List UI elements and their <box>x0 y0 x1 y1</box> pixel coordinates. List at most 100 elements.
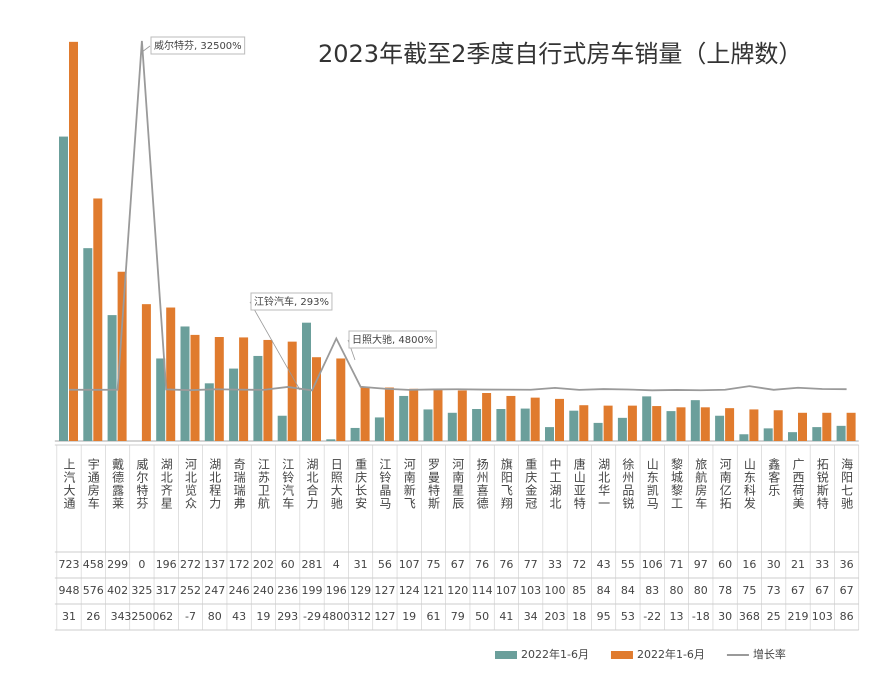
bar <box>253 355 263 441</box>
table-value: 86 <box>840 610 854 623</box>
bar <box>93 198 103 441</box>
table-value: 19 <box>256 610 270 623</box>
table-value: 50 <box>475 610 489 623</box>
table-value: 137 <box>204 558 225 571</box>
category-label: 湖北程力 <box>208 457 222 510</box>
table-value: 21 <box>791 558 805 571</box>
table-value: 247 <box>204 584 225 597</box>
annotation-leader <box>141 45 151 53</box>
bar <box>374 417 384 441</box>
table-value: -29 <box>303 610 321 623</box>
category-label: 湖北合力 <box>305 457 319 510</box>
table-value: 576 <box>83 584 104 597</box>
table-value: 246 <box>229 584 250 597</box>
category-label: 旗阳飞翔 <box>499 457 513 510</box>
annotation-box <box>348 330 437 349</box>
table-value: 368 <box>739 610 760 623</box>
table-value: 77 <box>524 558 538 571</box>
table-value: 13 <box>670 610 684 623</box>
table-value: 240 <box>253 584 274 597</box>
annotation: 江铃汽车, 293% <box>254 295 329 308</box>
category-label: 鑫客乐 <box>767 457 781 497</box>
table-value: 252 <box>180 584 201 597</box>
table-value: 60 <box>718 558 732 571</box>
bar <box>676 407 686 441</box>
table-value: 72 <box>572 558 586 571</box>
bar <box>763 428 773 441</box>
category-label: 徐州品锐 <box>621 457 635 510</box>
bar <box>263 339 273 441</box>
bar <box>579 405 589 441</box>
category-label: 上汽大通 <box>62 458 76 510</box>
bar <box>180 326 190 441</box>
table-value: 34 <box>111 610 125 623</box>
table-value: 18 <box>572 610 586 623</box>
table-value: -22 <box>643 610 661 623</box>
bar <box>530 397 540 441</box>
bar <box>812 427 822 441</box>
bar <box>360 386 370 441</box>
bar <box>277 415 287 441</box>
bar <box>190 334 200 441</box>
table-value: 97 <box>694 558 708 571</box>
bar <box>739 434 749 441</box>
category-label: 戴德露莱 <box>111 457 125 510</box>
table-value: 103 <box>520 584 541 597</box>
table-value: 172 <box>229 558 250 571</box>
annotation: 日照大驰, 4800% <box>352 333 433 346</box>
bar <box>627 405 637 441</box>
table-value: 25 <box>767 610 781 623</box>
table-value: 124 <box>399 584 420 597</box>
table-value: 31 <box>62 610 76 623</box>
legend-swatch <box>495 651 517 659</box>
bar <box>326 439 336 441</box>
bar <box>117 271 127 441</box>
bar <box>690 400 700 441</box>
table-value: 43 <box>232 610 246 623</box>
table-value: 34 <box>524 610 538 623</box>
table-value: 129 <box>350 584 371 597</box>
bar <box>773 410 783 441</box>
table-value: 55 <box>621 558 635 571</box>
table-value: 202 <box>253 558 274 571</box>
category-label: 唐山亚特 <box>572 457 586 510</box>
bar <box>798 412 807 441</box>
bar <box>409 388 419 441</box>
table-value: 317 <box>156 584 177 597</box>
chart-title: 2023年截至2季度自行式房车销量（上牌数） <box>318 40 802 68</box>
bar <box>788 432 797 441</box>
table-value: 4 <box>333 558 340 571</box>
table-value: 75 <box>427 558 441 571</box>
legend-label: 2022年1-6月 <box>637 647 705 661</box>
bar <box>107 315 117 441</box>
bar <box>822 412 832 441</box>
legend-label: 增长率 <box>753 647 786 661</box>
table-value: 236 <box>277 584 298 597</box>
annotation-box <box>150 36 246 55</box>
table-value: 32500 <box>124 610 159 623</box>
growth-line <box>68 40 847 392</box>
annotation-box <box>250 292 333 311</box>
bar <box>69 41 78 442</box>
table-value: 84 <box>621 584 635 597</box>
category-label: 重庆金冠 <box>524 458 538 510</box>
table-value: 85 <box>572 584 586 597</box>
table-value: 325 <box>131 584 152 597</box>
bar <box>302 322 311 441</box>
table-value: 75 <box>742 584 756 597</box>
bar <box>642 396 652 441</box>
table-value: 67 <box>815 584 829 597</box>
table-value: 106 <box>642 558 663 571</box>
category-label: 河南星辰 <box>451 458 465 510</box>
bar <box>336 358 346 441</box>
bar <box>652 406 662 441</box>
table-value: -7 <box>185 610 196 623</box>
bar <box>555 398 564 441</box>
bar <box>836 425 846 441</box>
category-label: 河南亿拓 <box>718 458 732 510</box>
table-value: 127 <box>374 610 395 623</box>
table-value: 84 <box>597 584 611 597</box>
category-label: 扬州喜德 <box>475 457 489 510</box>
bar <box>399 395 409 441</box>
